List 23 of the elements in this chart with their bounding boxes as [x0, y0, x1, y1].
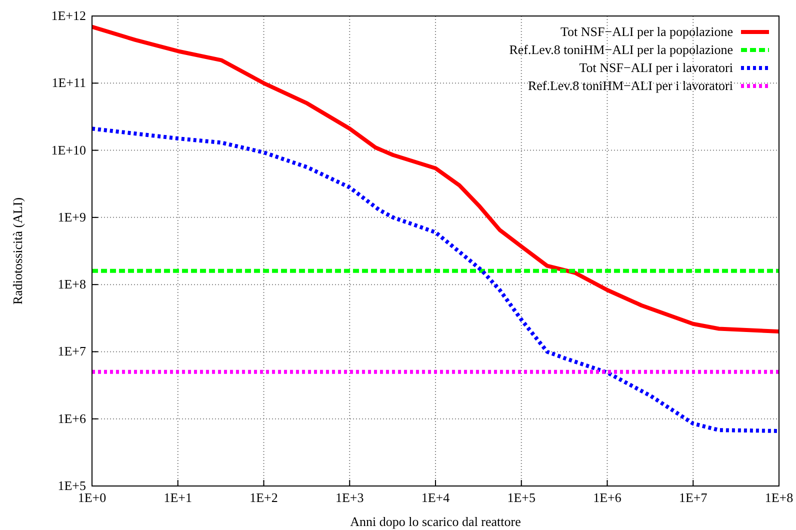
x-tick-label: 1E+2 [250, 490, 278, 505]
x-tick-label: 1E+3 [335, 490, 364, 505]
y-tick-label: 1E+12 [51, 8, 86, 23]
x-tick-label: 1E+6 [593, 490, 622, 505]
x-tick-label: 1E+5 [507, 490, 536, 505]
legend-label: Tot NSF−ALI per i lavoratori [579, 60, 734, 75]
legend-label: Ref.Lev.8 toniHM−ALI per i lavoratori [528, 78, 734, 93]
legend-label: Tot NSF−ALI per la popolazione [560, 24, 734, 39]
legend-label: Ref.Lev.8 toniHM−ALI per la popolazione [509, 42, 734, 57]
y-tick-label: 1E+6 [58, 410, 86, 426]
y-tick-label: 1E+9 [58, 209, 86, 224]
x-tick-label: 1E+8 [764, 490, 794, 505]
x-tick-label: 1E+1 [164, 490, 192, 505]
x-tick-label: 1E+0 [78, 490, 106, 505]
y-tick-label: 1E+8 [58, 276, 86, 292]
x-tick-label: 1E+7 [678, 490, 708, 505]
y-tick-label: 1E+11 [52, 75, 86, 90]
y-tick-label: 1E+7 [58, 344, 86, 359]
y-axis-title: Radiotossicità (ALI) [10, 197, 25, 305]
y-tick-label: 1E+10 [51, 142, 86, 158]
y-tick-label: 1E+5 [58, 478, 86, 493]
x-axis-title: Anni dopo lo scarico dal reattore [350, 514, 522, 529]
x-tick-label: 1E+4 [421, 490, 450, 505]
